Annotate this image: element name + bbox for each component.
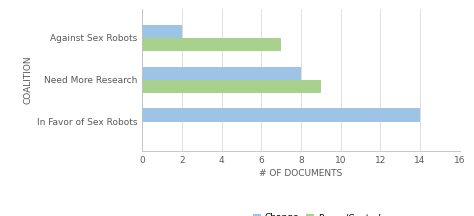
Bar [142,80,321,93]
Bar [142,25,182,38]
Legend: Change, Power/Control: Change, Power/Control [249,210,384,216]
Bar [142,108,420,122]
Bar [142,67,301,80]
Y-axis label: COALITION: COALITION [24,56,33,104]
Bar [142,38,281,51]
X-axis label: # OF DOCUMENTS: # OF DOCUMENTS [259,169,343,178]
